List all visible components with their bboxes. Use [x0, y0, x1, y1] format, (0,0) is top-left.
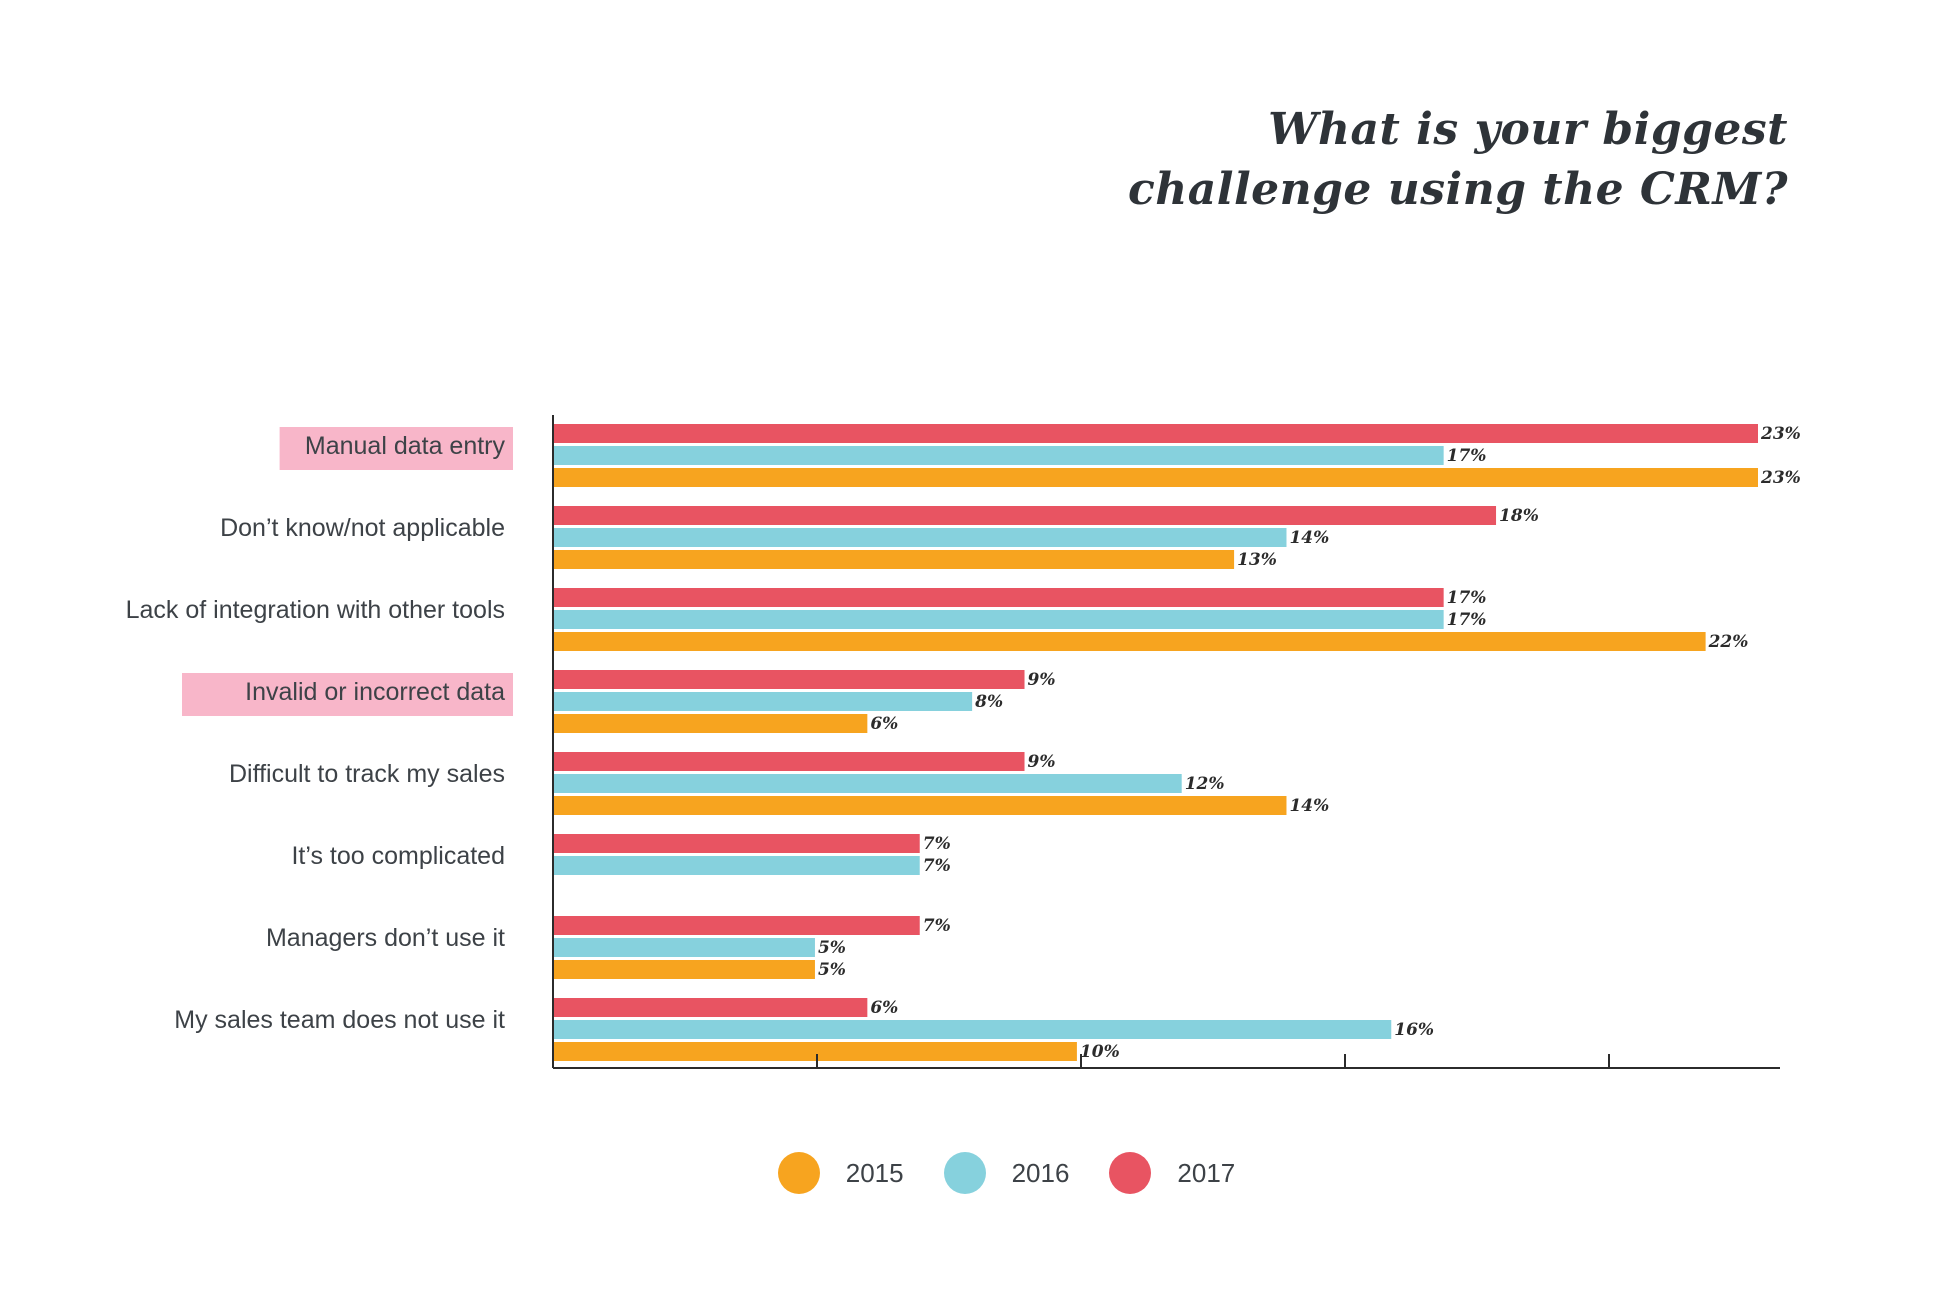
legend-item-2016[interactable]: 2016: [943, 1152, 1070, 1194]
category-label-don-t-know-not-applicable: Don’t know/not applicable: [220, 514, 505, 542]
bar-2015-my-sales-team-does-not-use-it: [553, 1042, 1077, 1061]
legend-label-2017: 2017: [1177, 1157, 1236, 1188]
bar-2016-difficult-to-track-my-sales: [553, 774, 1182, 793]
chart-title-line-2: challenge using the CRM?: [1127, 164, 1788, 215]
legend-swatch-2016: [943, 1152, 986, 1194]
value-label-2016-manual-data-entry: 17%: [1447, 446, 1487, 466]
value-label-2015-managers-don-t-use-it: 5%: [818, 960, 846, 980]
bars-layer: [553, 424, 1758, 1061]
bar-2015-lack-of-integration-with-other-tools: [553, 632, 1706, 651]
value-label-2016-my-sales-team-does-not-use-it: 16%: [1394, 1020, 1434, 1040]
bar-2016-managers-don-t-use-it: [553, 938, 815, 957]
bar-2017-my-sales-team-does-not-use-it: [553, 998, 868, 1017]
legend: 2015 2016 2017: [0, 1148, 1933, 1198]
bar-2015-manual-data-entry: [553, 468, 1758, 487]
legend-swatch-2017: [1109, 1152, 1152, 1194]
category-label-my-sales-team-does-not-use-it: My sales team does not use it: [174, 1006, 505, 1034]
highlight-invalid-or-incorrect-data: [182, 673, 513, 716]
value-label-2017-lack-of-integration-with-other-tools: 17%: [1447, 588, 1487, 608]
category-label-manual-data-entry: Manual data entry: [305, 432, 506, 460]
bar-2015-don-t-know-not-applicable: [553, 550, 1235, 569]
category-label-it-s-too-complicated: It’s too complicated: [291, 842, 505, 870]
category-label-invalid-or-incorrect-data: Invalid or incorrect data: [245, 678, 505, 706]
highlight-layer: [182, 427, 513, 716]
category-label-managers-don-t-use-it: Managers don’t use it: [266, 924, 505, 952]
value-label-2015-lack-of-integration-with-other-tools: 22%: [1708, 632, 1749, 652]
value-label-2015-difficult-to-track-my-sales: 14%: [1289, 796, 1329, 816]
value-label-2017-managers-don-t-use-it: 7%: [923, 916, 951, 936]
bar-2016-it-s-too-complicated: [553, 856, 920, 875]
value-label-2016-lack-of-integration-with-other-tools: 17%: [1447, 610, 1487, 630]
bar-2017-invalid-or-incorrect-data: [553, 670, 1025, 689]
chart-title-line-1: What is your biggest: [1268, 104, 1788, 155]
bar-2016-my-sales-team-does-not-use-it: [553, 1020, 1392, 1039]
legend-item-2015[interactable]: 2015: [777, 1152, 904, 1194]
value-label-2016-difficult-to-track-my-sales: 12%: [1185, 774, 1225, 794]
value-label-2016-managers-don-t-use-it: 5%: [818, 938, 846, 958]
bar-2016-invalid-or-incorrect-data: [553, 692, 973, 711]
category-label-lack-of-integration-with-other-tools: Lack of integration with other tools: [126, 596, 505, 624]
bar-2016-lack-of-integration-with-other-tools: [553, 610, 1444, 629]
bar-2017-don-t-know-not-applicable: [553, 506, 1497, 525]
bar-2015-difficult-to-track-my-sales: [553, 796, 1287, 815]
category-label-difficult-to-track-my-sales: Difficult to track my sales: [229, 760, 505, 788]
category-labels-layer: Manual data entry Don’t know/not applicab…: [126, 432, 506, 1034]
bar-2016-don-t-know-not-applicable: [553, 528, 1287, 547]
bar-2016-manual-data-entry: [553, 446, 1444, 465]
bar-2017-manual-data-entry: [553, 424, 1758, 443]
legend-label-2015: 2015: [845, 1157, 904, 1188]
value-label-2017-manual-data-entry: 23%: [1760, 424, 1801, 444]
value-label-2017-don-t-know-not-applicable: 18%: [1499, 506, 1539, 526]
bar-2017-difficult-to-track-my-sales: [553, 752, 1025, 771]
legend-item-2017[interactable]: 2017: [1109, 1152, 1235, 1194]
bar-2017-it-s-too-complicated: [553, 834, 920, 853]
value-label-2015-my-sales-team-does-not-use-it: 10%: [1080, 1042, 1120, 1062]
legend-swatch-2015: [777, 1152, 820, 1194]
value-label-2017-difficult-to-track-my-sales: 9%: [1028, 752, 1056, 772]
axes-layer: [552, 415, 1780, 1069]
value-label-2017-invalid-or-incorrect-data: 9%: [1028, 670, 1056, 690]
value-label-2015-invalid-or-incorrect-data: 6%: [870, 714, 898, 734]
value-labels-layer: 23%17%23%18%14%13%17%17%22%9%8%6%9%12%14…: [818, 424, 1801, 1062]
bar-2017-lack-of-integration-with-other-tools: [553, 588, 1444, 607]
value-label-2016-invalid-or-incorrect-data: 8%: [974, 692, 1003, 712]
bar-2015-invalid-or-incorrect-data: [553, 714, 868, 733]
value-label-2016-it-s-too-complicated: 7%: [923, 856, 951, 876]
chart-title: What is your biggest challenge using the…: [888, 100, 1788, 220]
highlight-manual-data-entry: [279, 427, 513, 470]
value-label-2015-don-t-know-not-applicable: 13%: [1237, 550, 1277, 570]
value-label-2017-my-sales-team-does-not-use-it: 6%: [870, 998, 898, 1018]
value-label-2017-it-s-too-complicated: 7%: [923, 834, 951, 854]
bar-2015-managers-don-t-use-it: [553, 960, 815, 979]
legend-label-2016: 2016: [1011, 1157, 1070, 1188]
value-label-2015-manual-data-entry: 23%: [1760, 468, 1801, 488]
value-label-2016-don-t-know-not-applicable: 14%: [1289, 528, 1329, 548]
bar-2017-managers-don-t-use-it: [553, 916, 920, 935]
